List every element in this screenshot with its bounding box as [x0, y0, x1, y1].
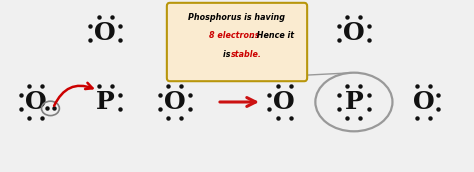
Text: O: O — [343, 21, 365, 45]
Text: O: O — [94, 21, 116, 45]
FancyBboxPatch shape — [167, 3, 307, 81]
Text: O: O — [25, 90, 46, 114]
Text: Phosphorus is having: Phosphorus is having — [189, 13, 285, 22]
Text: O: O — [273, 90, 295, 114]
Text: P: P — [345, 90, 363, 114]
Text: stable.: stable. — [230, 50, 261, 58]
Text: 8 electrons: 8 electrons — [209, 31, 260, 40]
Text: O: O — [413, 90, 435, 114]
Text: . Hence it: . Hence it — [251, 31, 294, 40]
Text: is: is — [223, 50, 233, 58]
Text: P: P — [96, 90, 115, 114]
Text: O: O — [164, 90, 186, 114]
